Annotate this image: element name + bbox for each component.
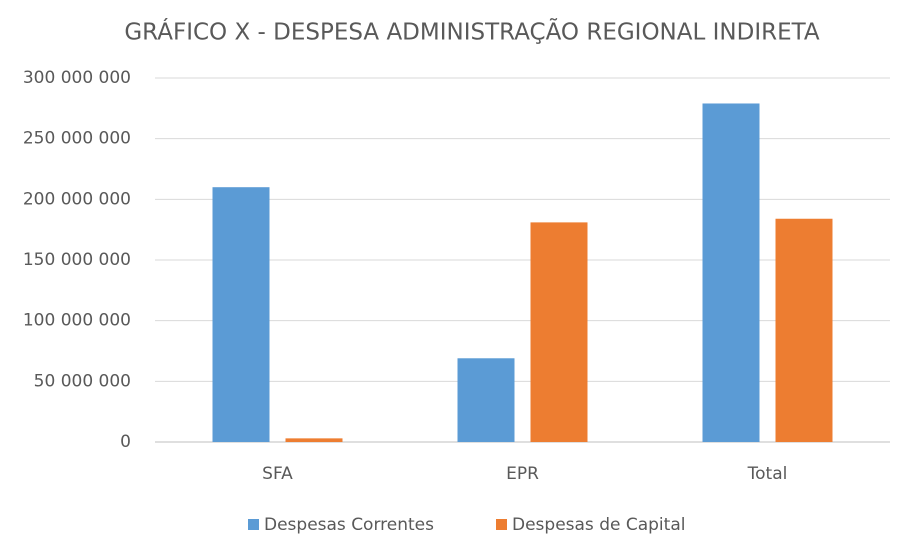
bar: [702, 103, 760, 442]
chart-title: GRÁFICO X - DESPESA ADMINISTRAÇÃO REGION…: [124, 18, 820, 46]
legend-swatch: [496, 519, 507, 530]
legend-label: Despesas Correntes: [264, 515, 434, 535]
legend-swatch: [248, 519, 259, 530]
y-tick-label: 50 000 000: [34, 371, 131, 391]
x-tick-label: EPR: [506, 464, 539, 484]
bar: [775, 218, 833, 442]
bar: [457, 358, 515, 442]
y-tick-label: 100 000 000: [23, 311, 131, 331]
y-tick-label: 0: [120, 432, 131, 452]
bar: [285, 438, 343, 442]
y-tick-label: 200 000 000: [23, 189, 131, 209]
y-tick-label: 150 000 000: [23, 250, 131, 270]
x-tick-label: Total: [747, 464, 788, 484]
bar: [212, 187, 270, 442]
x-tick-label: SFA: [262, 464, 293, 484]
y-tick-label: 250 000 000: [23, 129, 131, 149]
bar: [530, 222, 588, 442]
y-tick-label: 300 000 000: [23, 68, 131, 88]
legend-label: Despesas de Capital: [512, 515, 685, 535]
